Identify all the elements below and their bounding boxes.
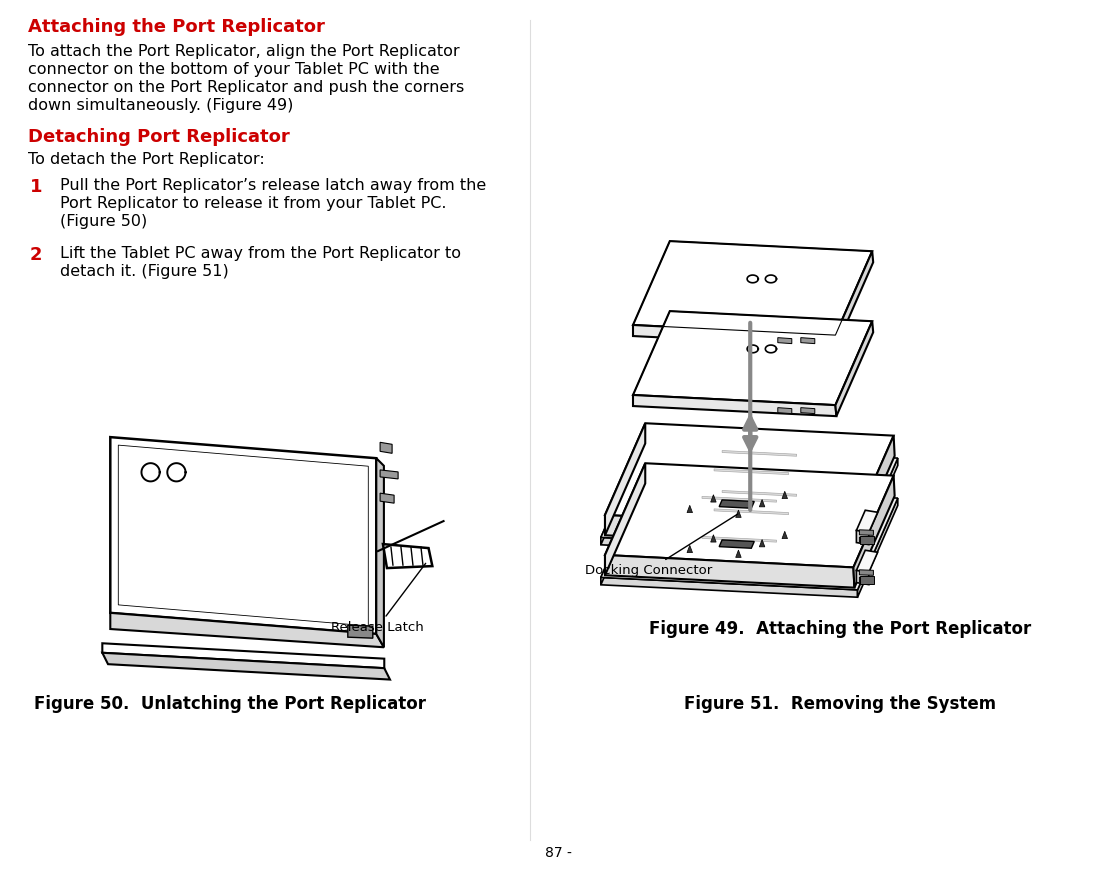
Polygon shape [600, 446, 897, 550]
Polygon shape [348, 625, 373, 638]
Polygon shape [836, 251, 873, 346]
Polygon shape [735, 510, 741, 517]
Polygon shape [719, 540, 754, 548]
Polygon shape [714, 469, 789, 474]
Text: Port Replicator to release it from your Tablet PC.: Port Replicator to release it from your … [60, 196, 446, 211]
Polygon shape [110, 437, 376, 634]
Polygon shape [376, 458, 384, 647]
Polygon shape [722, 490, 797, 497]
Polygon shape [778, 337, 791, 344]
Polygon shape [719, 500, 754, 508]
Polygon shape [859, 570, 874, 575]
Polygon shape [381, 493, 394, 503]
Polygon shape [735, 550, 741, 557]
Polygon shape [856, 510, 877, 532]
Polygon shape [381, 442, 392, 453]
Text: 87 -: 87 - [545, 846, 571, 860]
Polygon shape [801, 408, 815, 414]
Polygon shape [633, 395, 836, 417]
Polygon shape [383, 544, 432, 568]
Bar [860, 576, 875, 584]
Polygon shape [702, 497, 777, 502]
Text: connector on the bottom of your Tablet PC with the: connector on the bottom of your Tablet P… [28, 62, 440, 77]
Polygon shape [857, 498, 897, 597]
Text: Figure 50.  Unlatching the Port Replicator: Figure 50. Unlatching the Port Replicato… [33, 695, 426, 713]
Polygon shape [859, 530, 874, 535]
Text: detach it. (Figure 51): detach it. (Figure 51) [60, 264, 229, 279]
Polygon shape [600, 578, 857, 597]
Polygon shape [856, 570, 869, 585]
Polygon shape [859, 578, 874, 583]
Polygon shape [605, 424, 894, 528]
Polygon shape [633, 241, 873, 336]
Text: Figure 49.  Attaching the Port Replicator: Figure 49. Attaching the Port Replicator [648, 620, 1031, 638]
Text: (Figure 50): (Figure 50) [60, 214, 147, 229]
Text: Pull the Port Replicator’s release latch away from the: Pull the Port Replicator’s release latch… [60, 178, 487, 193]
Polygon shape [857, 458, 897, 557]
Polygon shape [759, 499, 764, 507]
Text: 2: 2 [30, 246, 42, 264]
Polygon shape [605, 515, 855, 547]
Polygon shape [600, 486, 641, 585]
Polygon shape [759, 539, 764, 546]
Polygon shape [854, 475, 895, 587]
Polygon shape [687, 546, 693, 553]
Text: down simultaneously. (Figure 49): down simultaneously. (Figure 49) [28, 98, 294, 113]
Text: connector on the Port Replicator and push the corners: connector on the Port Replicator and pus… [28, 80, 464, 95]
Polygon shape [711, 495, 716, 502]
Text: Figure 51.  Removing the System: Figure 51. Removing the System [684, 695, 997, 713]
Polygon shape [103, 643, 384, 668]
Polygon shape [633, 325, 836, 346]
Text: Docking Connector: Docking Connector [585, 514, 738, 577]
Polygon shape [605, 555, 855, 587]
Polygon shape [605, 463, 645, 575]
Polygon shape [801, 337, 815, 344]
Polygon shape [836, 321, 873, 417]
Polygon shape [782, 491, 788, 498]
Polygon shape [600, 446, 641, 545]
Polygon shape [702, 537, 777, 542]
Polygon shape [778, 408, 791, 414]
Polygon shape [605, 424, 645, 535]
Polygon shape [381, 470, 398, 479]
Text: 1: 1 [30, 178, 42, 196]
Polygon shape [687, 506, 693, 513]
Text: To detach the Port Replicator:: To detach the Port Replicator: [28, 152, 264, 167]
Polygon shape [605, 463, 894, 568]
Polygon shape [722, 450, 797, 457]
Text: Attaching the Port Replicator: Attaching the Port Replicator [28, 18, 325, 36]
Polygon shape [600, 486, 897, 590]
Polygon shape [854, 435, 895, 547]
Bar [860, 536, 875, 544]
Text: To attach the Port Replicator, align the Port Replicator: To attach the Port Replicator, align the… [28, 44, 460, 59]
Polygon shape [859, 538, 874, 543]
Polygon shape [110, 613, 384, 647]
Polygon shape [103, 652, 389, 680]
Text: Release Latch: Release Latch [331, 563, 425, 634]
Polygon shape [600, 538, 857, 557]
Polygon shape [118, 445, 368, 626]
Text: Detaching Port Replicator: Detaching Port Replicator [28, 128, 290, 146]
Polygon shape [856, 550, 877, 572]
Polygon shape [633, 312, 873, 405]
Polygon shape [782, 531, 788, 538]
Polygon shape [711, 535, 716, 542]
Polygon shape [714, 509, 789, 514]
Polygon shape [856, 530, 869, 545]
Text: Lift the Tablet PC away from the Port Replicator to: Lift the Tablet PC away from the Port Re… [60, 246, 461, 261]
